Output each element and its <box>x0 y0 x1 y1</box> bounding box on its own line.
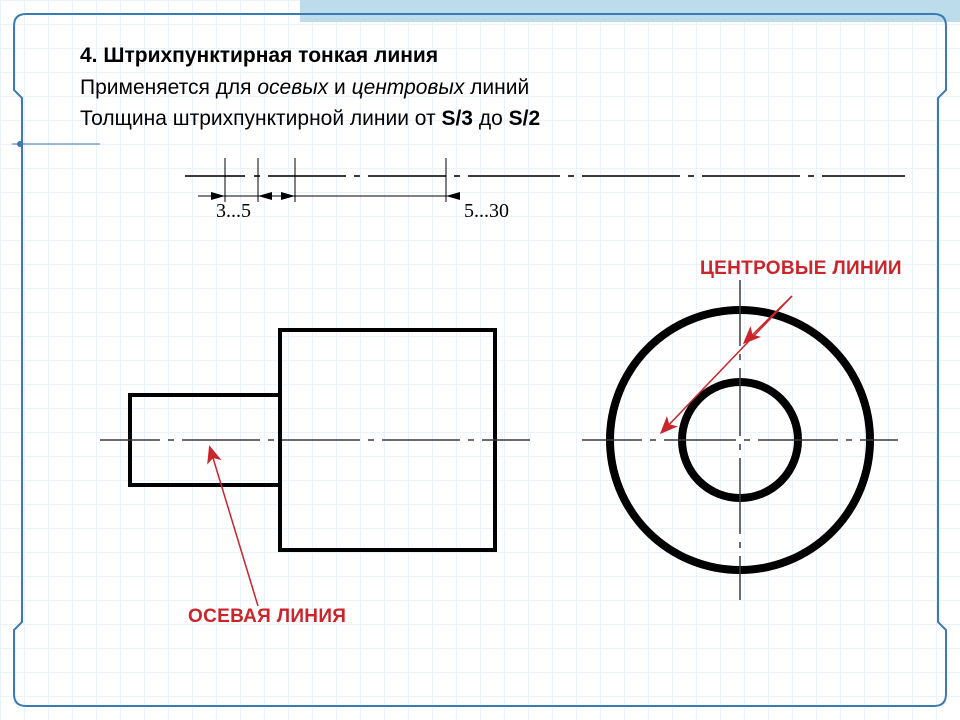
t3b: S/3 <box>441 107 473 130</box>
t2c: и <box>328 76 351 99</box>
t2e: линий <box>464 76 529 99</box>
t3d: S/2 <box>509 107 541 130</box>
t2b: осевых <box>257 76 328 99</box>
center-lines-label: ЦЕНТРОВЫЕ ЛИНИИ <box>700 258 902 280</box>
heading-number: 4. <box>80 44 98 67</box>
t3a: Толщина штрихпунктирной линии от <box>80 107 441 130</box>
axial-line-label: ОСЕВАЯ ЛИНИЯ <box>188 606 346 628</box>
heading-title: Штрихпунктирная тонкая линия <box>98 44 439 67</box>
t2a: Применяется для <box>80 76 257 99</box>
heading-line2: Применяется для осевых и центровых линий <box>80 72 900 104</box>
t3c: до <box>473 107 509 130</box>
heading-line1: 4. Штрихпунктирная тонкая линия <box>80 40 900 72</box>
heading-line3: Толщина штрихпунктирной линии от S/3 до … <box>80 103 900 135</box>
heading-block: 4. Штрихпунктирная тонкая линия Применяе… <box>80 40 900 135</box>
dim-gap-label: 3...5 <box>216 200 251 223</box>
dim-dash-label: 5...30 <box>464 200 509 223</box>
t2d: центровых <box>352 76 465 99</box>
